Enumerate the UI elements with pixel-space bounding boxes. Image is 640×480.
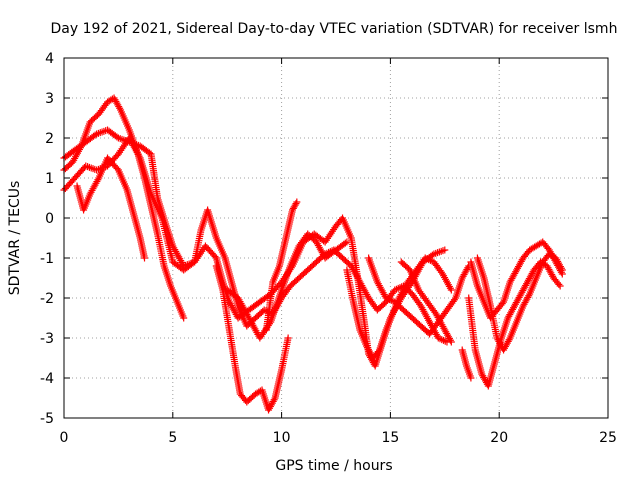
x-tick-label: 20 bbox=[490, 430, 508, 446]
data-points bbox=[60, 94, 566, 414]
y-tick-label: -1 bbox=[40, 251, 54, 267]
data-point bbox=[284, 334, 292, 342]
data-point bbox=[441, 246, 449, 254]
x-tick-label: 0 bbox=[60, 430, 69, 446]
y-tick-label: 4 bbox=[45, 51, 54, 67]
data-point bbox=[141, 254, 149, 262]
data-point bbox=[467, 374, 475, 382]
data-point bbox=[450, 296, 458, 304]
data-point bbox=[341, 239, 349, 247]
data-point bbox=[293, 198, 301, 206]
data-point bbox=[180, 314, 188, 322]
data-point bbox=[270, 396, 278, 404]
data-point bbox=[505, 336, 513, 344]
data-point bbox=[447, 286, 455, 294]
x-tick-label: 15 bbox=[381, 430, 399, 446]
data-point bbox=[556, 282, 564, 290]
x-tick-label: 10 bbox=[273, 430, 291, 446]
x-tick-label: 25 bbox=[599, 430, 617, 446]
y-tick-label: -3 bbox=[40, 331, 54, 347]
plot-frame bbox=[63, 57, 609, 419]
y-tick-label: 0 bbox=[45, 211, 54, 227]
data-point bbox=[555, 280, 563, 288]
x-tick-label: 5 bbox=[168, 430, 177, 446]
axis-ticks bbox=[63, 57, 609, 419]
y-tick-label: -2 bbox=[40, 291, 54, 307]
y-axis-label: SDTVAR / TECUs bbox=[7, 181, 23, 296]
y-tick-label: 3 bbox=[45, 91, 54, 107]
data-point bbox=[116, 104, 124, 112]
data-point bbox=[292, 200, 300, 208]
data-point bbox=[374, 348, 382, 356]
data-point bbox=[525, 292, 533, 300]
data-point bbox=[447, 338, 455, 346]
x-axis-label: GPS time / hours bbox=[275, 458, 392, 474]
y-tick-label: -4 bbox=[40, 371, 54, 387]
data-point bbox=[498, 300, 506, 308]
x-tick-labels: 0 5 10 15 20 25 bbox=[60, 430, 617, 446]
data-point bbox=[557, 264, 565, 272]
y-tick-label: 1 bbox=[45, 171, 54, 187]
y-tick-label: -5 bbox=[40, 411, 54, 427]
data-point bbox=[343, 238, 351, 246]
y-tick-label: 2 bbox=[45, 131, 54, 147]
data-point bbox=[446, 336, 454, 344]
y-tick-labels: -5 -4 -3 -2 -1 0 1 2 3 4 bbox=[40, 51, 54, 427]
chart-title: Day 192 of 2021, Sidereal Day-to-day VTE… bbox=[51, 21, 618, 37]
data-point bbox=[558, 266, 566, 274]
grid-lines bbox=[64, 58, 608, 418]
